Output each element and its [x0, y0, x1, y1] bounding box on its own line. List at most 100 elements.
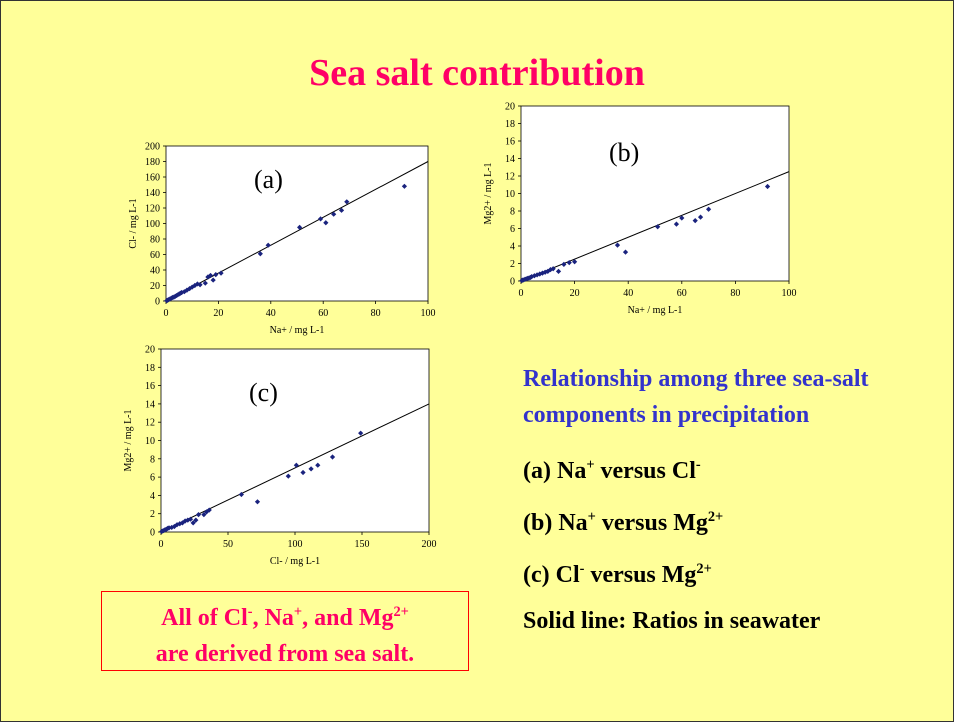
- data-point: [210, 277, 216, 283]
- y-tick-label: 18: [145, 363, 155, 374]
- slide-title: Sea salt contribution: [309, 52, 645, 94]
- data-point: [177, 521, 183, 527]
- chart-a-svg: 0 20 40 60 80 100 120 140 160 180 200 0 20 40 60 80 100 (…: [128, 142, 436, 337]
- y-tick-label: 8: [150, 454, 155, 465]
- x-axis-label-a: Na+ / mg L-1: [270, 325, 325, 336]
- data-point: [331, 211, 337, 217]
- y-tick-label: 100: [145, 219, 160, 230]
- y-tick-label: 12: [505, 172, 515, 183]
- y-tick-label: 10: [145, 436, 155, 447]
- y-tick-label: 2: [510, 259, 515, 270]
- data-point: [673, 221, 680, 227]
- data-point: [297, 224, 303, 230]
- data-point: [202, 280, 208, 286]
- x-tick-label: 150: [355, 539, 370, 550]
- panel-label-b: (b): [609, 138, 639, 167]
- data-point: [194, 281, 201, 287]
- x-tick-label: 200: [422, 539, 437, 550]
- data-point: [547, 267, 554, 273]
- data-point: [213, 272, 219, 278]
- data-point: [764, 183, 771, 190]
- data-point: [401, 183, 408, 189]
- y-axis-label-b: Mg2+ / mg L-1: [483, 162, 494, 224]
- conclusion-line-1: All of Cl-, Na+, and Mg2+: [161, 604, 409, 631]
- y-tick-label: 180: [145, 157, 160, 168]
- data-point: [572, 259, 578, 265]
- y-tick-label: 20: [150, 281, 160, 292]
- data-point: [181, 289, 187, 295]
- data-point: [529, 274, 535, 280]
- x-tick-label: 20: [570, 288, 580, 299]
- x-tick-label: 0: [519, 288, 524, 299]
- x-tick-label: 40: [623, 288, 633, 299]
- y-tick-label: 0: [150, 528, 155, 539]
- y-tick-label: 120: [145, 204, 160, 215]
- y-tick-label: 140: [145, 188, 160, 199]
- plot-area-a: [165, 145, 429, 302]
- y-axis-label-c: Mg2+ / mg L-1: [123, 409, 134, 471]
- data-point: [550, 266, 556, 272]
- y-tick-label: 6: [510, 224, 515, 235]
- x-tick-label: 50: [223, 539, 233, 550]
- item-b: (b) Na+ versus Mg2+: [523, 509, 724, 536]
- legend-text: Relationship among three sea-salt compon…: [523, 361, 943, 653]
- conclusion-box: All of Cl-, Na+, and Mg2+ are derived fr…: [101, 591, 469, 671]
- data-point: [706, 206, 712, 212]
- data-point: [265, 242, 271, 248]
- data-point: [257, 251, 263, 257]
- y-tick-label: 16: [505, 137, 515, 148]
- solid-line-note: Solid line: Ratios in seawater: [523, 608, 821, 634]
- item-c: (c) Cl- versus Mg2+: [523, 561, 712, 588]
- data-point: [187, 516, 194, 522]
- x-tick-label: 60: [677, 288, 687, 299]
- y-tick-label: 12: [145, 418, 155, 429]
- data-point: [179, 520, 186, 526]
- y-tick-label: 18: [505, 119, 515, 130]
- data-point: [697, 214, 704, 220]
- x-tick-label: 100: [288, 539, 303, 550]
- data-point: [201, 512, 207, 518]
- item-a: (a) Na+ versus Cl-: [523, 457, 701, 484]
- data-point: [555, 268, 562, 274]
- x-axis-label-b: Na+ / mg L-1: [628, 305, 683, 316]
- y-tick-label: 0: [155, 297, 160, 308]
- plot-area-c: [160, 348, 430, 533]
- y-tick-label: 40: [150, 266, 160, 277]
- panel-label-c: (c): [249, 378, 278, 407]
- y-tick-label: 0: [510, 277, 515, 288]
- data-point: [285, 473, 291, 479]
- data-point: [207, 272, 214, 279]
- x-tick-label: 80: [371, 308, 381, 319]
- chart-a: 0 20 40 60 80 100 120 140 160 180 200 0 20 40 60 80 100 (…: [121, 126, 451, 337]
- data-point: [254, 499, 261, 505]
- y-tick-label: 2: [150, 509, 155, 520]
- panel-label-a: (a): [254, 165, 283, 194]
- y-tick-label: 16: [145, 381, 155, 392]
- data-point: [655, 224, 661, 230]
- chart-b-svg: 0 2 4 6 8 10 12 14 16 18 20 0 20 40 60 80 100 (b) Na+ / mg…: [483, 102, 797, 317]
- x-tick-label: 40: [266, 308, 276, 319]
- y-tick-label: 8: [510, 207, 515, 218]
- chart-b: 0 2 4 6 8 10 12 14 16 18 20 0 20 40 60 80 100 (b) Na+ / mg…: [476, 96, 811, 336]
- y-tick-label: 4: [150, 491, 155, 502]
- data-point: [561, 261, 567, 267]
- y-tick-label: 14: [145, 399, 155, 410]
- relationship-heading: Relationship among three sea-salt compon…: [523, 366, 869, 428]
- y-tick-label: 20: [505, 102, 515, 113]
- conclusion-line-2: are derived from sea salt.: [155, 641, 415, 667]
- y-tick-label: 200: [145, 142, 160, 153]
- data-point: [195, 512, 202, 518]
- y-tick-label: 20: [145, 345, 155, 356]
- data-point: [545, 268, 551, 274]
- data-point: [323, 220, 329, 226]
- y-tick-label: 14: [505, 154, 515, 165]
- x-tick-label: 100: [782, 288, 797, 299]
- y-tick-label: 10: [505, 189, 515, 200]
- data-point: [566, 260, 572, 266]
- x-tick-label: 80: [730, 288, 740, 299]
- chart-c: 0 2 4 6 8 10 12 14 16 18 20 0 50 100 150 200 (c) Cl- / mg…: [116, 336, 451, 581]
- x-tick-label: 60: [318, 308, 328, 319]
- data-point: [238, 491, 244, 498]
